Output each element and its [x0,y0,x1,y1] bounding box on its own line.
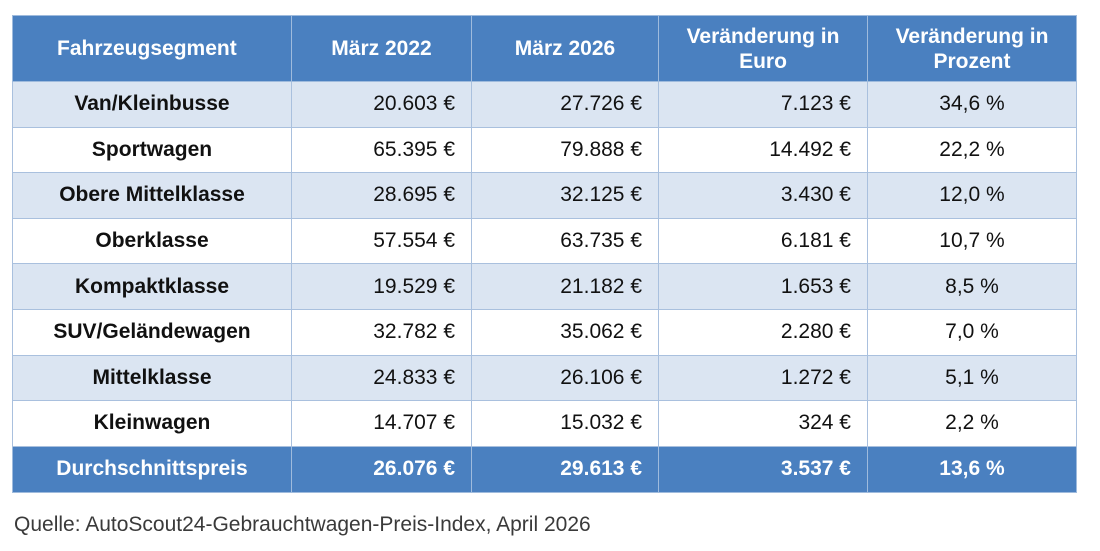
row-segment: Oberklasse [12,217,292,265]
row-march-2022: 20.603 € [291,81,472,128]
header-march-2022: März 2022 [291,15,472,82]
row-change-euro: 3.430 € [658,172,868,219]
row-change-euro: 7.123 € [658,81,868,128]
row-march-2026: 15.032 € [471,400,659,447]
row-change-euro: 6.181 € [658,217,868,265]
row-change-percent: 2,2 % [867,400,1077,447]
table-row: Obere Mittelklasse 28.695 €32.125 €3.430 … [12,172,1077,219]
row-march-2022: 19.529 € [291,263,472,310]
table-row: Kleinwagen 14.707 €15.032 €324 €2,2 % [12,400,1077,447]
row-march-2022: 57.554 € [291,217,472,265]
header-row: Fahrzeugsegment März 2022 März 2026 Verä… [12,15,1077,82]
row-march-2022: 14.707 € [291,400,472,447]
row-segment: SUV/Geländewagen [12,308,292,356]
header-march-2026: März 2026 [471,15,659,82]
row-change-euro: 1.653 € [658,263,868,310]
row-change-percent: 8,5 % [867,263,1077,310]
row-march-2026: 63.735 € [471,217,659,265]
price-table-container: Fahrzeugsegment März 2022 März 2026 Verä… [12,15,1077,493]
row-segment: Kompaktklasse [12,263,292,310]
average-label: Durchschnittspreis [12,445,292,493]
row-march-2026: 27.726 € [471,81,659,128]
average-change-euro: 3.537 € [658,445,868,493]
row-change-percent: 12,0 % [867,172,1077,219]
source-note: Quelle: AutoScout24-Gebrauchtwagen-Preis… [14,513,591,536]
average-change-percent: 13,6 % [867,445,1077,493]
row-march-2026: 26.106 € [471,354,659,402]
row-change-euro: 1.272 € [658,354,868,402]
row-change-percent: 5,1 % [867,354,1077,402]
row-change-percent: 10,7 % [867,217,1077,265]
average-march-2026: 29.613 € [471,445,659,493]
row-segment: Mittelklasse [12,354,292,402]
row-change-euro: 2.280 € [658,308,868,356]
table-body: Van/Kleinbusse 20.603 €27.726 €7.123 €34,… [12,81,1077,447]
row-march-2022: 28.695 € [291,172,472,219]
table-row: Oberklasse 57.554 €63.735 €6.181 €10,7 % [12,217,1077,265]
row-segment: Van/Kleinbusse [12,81,292,128]
row-march-2022: 32.782 € [291,308,472,356]
row-segment: Obere Mittelklasse [12,172,292,219]
average-march-2022: 26.076 € [291,445,472,493]
table-header: Fahrzeugsegment März 2022 März 2026 Verä… [12,15,1077,82]
row-change-percent: 22,2 % [867,126,1077,174]
table-row: Van/Kleinbusse 20.603 €27.726 €7.123 €34,… [12,81,1077,128]
row-march-2026: 79.888 € [471,126,659,174]
table-row: Sportwagen 65.395 €79.888 €14.492 €22,2 % [12,126,1077,174]
table-row: Mittelklasse 24.833 €26.106 €1.272 €5,1 % [12,354,1077,402]
row-march-2022: 24.833 € [291,354,472,402]
row-march-2022: 65.395 € [291,126,472,174]
table-row: SUV/Geländewagen 32.782 €35.062 €2.280 €7… [12,308,1077,356]
average-row: Durchschnittspreis 26.076 € 29.613 € 3.5… [12,445,1077,493]
table-footer: Durchschnittspreis 26.076 € 29.613 € 3.5… [12,445,1077,493]
table-row: Kompaktklasse 19.529 €21.182 €1.653 €8,5 … [12,263,1077,310]
price-table: Fahrzeugsegment März 2022 März 2026 Verä… [12,15,1077,493]
header-change-euro: Veränderung in Euro [658,15,868,82]
row-change-percent: 34,6 % [867,81,1077,128]
row-change-euro: 324 € [658,400,868,447]
row-march-2026: 32.125 € [471,172,659,219]
row-segment: Kleinwagen [12,400,292,447]
row-change-percent: 7,0 % [867,308,1077,356]
header-segment: Fahrzeugsegment [12,15,292,82]
row-march-2026: 35.062 € [471,308,659,356]
row-segment: Sportwagen [12,126,292,174]
row-change-euro: 14.492 € [658,126,868,174]
row-march-2026: 21.182 € [471,263,659,310]
header-change-percent: Veränderung in Prozent [867,15,1077,82]
